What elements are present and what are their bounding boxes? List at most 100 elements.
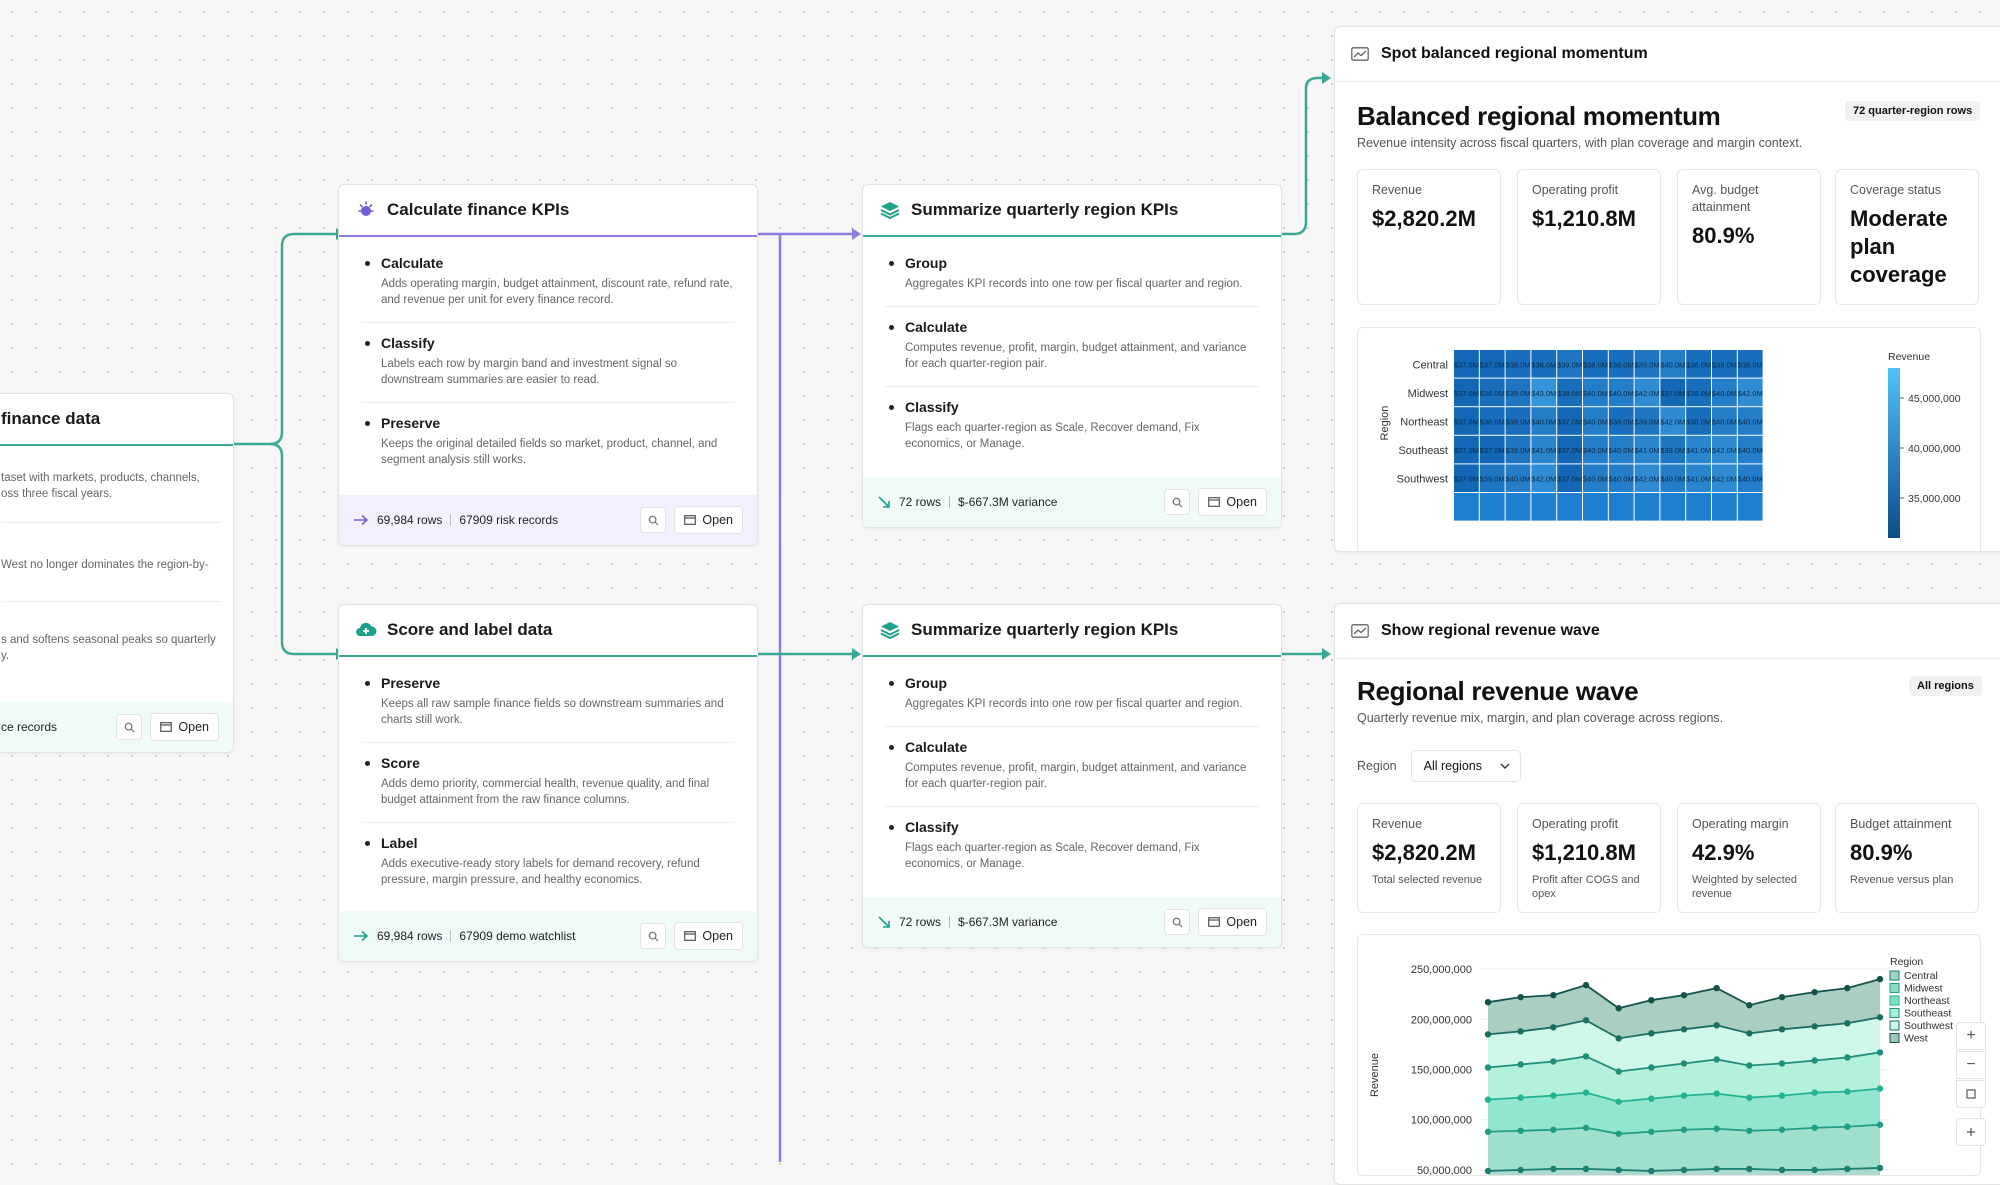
area-legend-label: Southeast: [1904, 1008, 1951, 1020]
heatmap-cell: [1634, 350, 1660, 378]
area-point: [1713, 984, 1720, 992]
heatmap-cell: [1712, 350, 1737, 378]
heatmap-cell-label: $37.0M: [1454, 389, 1479, 398]
visual-subtitle: Revenue intensity across fiscal quarters…: [1357, 136, 1803, 150]
area-point: [1811, 1124, 1818, 1131]
heatmap-cell: [1454, 464, 1479, 492]
heatmap-cell: [1454, 493, 1479, 521]
open-button[interactable]: Open: [674, 506, 743, 534]
area-point: [1876, 1164, 1884, 1172]
zoom-out-button[interactable]: −: [1956, 1051, 1986, 1079]
source-data-card[interactable]: finance data taset with markets, product…: [0, 393, 234, 753]
inspect-button[interactable]: [1164, 489, 1191, 515]
heatmap-cell: [1712, 464, 1737, 492]
heatmap-cell: [1557, 378, 1582, 407]
heatmap-cell-label: $40.0M: [1712, 389, 1737, 398]
score-label-card[interactable]: Score and label data Preserve Keeps all r…: [338, 604, 758, 962]
area-point: [1680, 991, 1688, 999]
heatmap-cell-label: $38.0M: [1505, 360, 1530, 369]
area-point: [1550, 1165, 1557, 1173]
step-item: Preserve Keeps all raw sample finance fie…: [361, 663, 735, 743]
heatmap-cell-label: $38.0M: [1738, 360, 1763, 369]
area-point: [1713, 1056, 1720, 1063]
heatmap-cell: [1557, 464, 1582, 492]
area-point: [1844, 1123, 1851, 1130]
inspect-button[interactable]: [116, 714, 143, 740]
area-point: [1876, 1085, 1884, 1092]
heatmap-cell-label: $40.0M: [1583, 418, 1608, 427]
area-point: [1484, 1031, 1492, 1038]
heatmap-cell-label: $40.0M: [1738, 418, 1763, 427]
region-select[interactable]: All regions: [1410, 750, 1521, 782]
area-point: [1582, 1124, 1590, 1131]
heatmap-cell-label: $40.0M: [1583, 389, 1608, 398]
heatmap-cell-label: $38.0M: [1505, 418, 1530, 427]
heatmap-row-label: Southwest: [1397, 474, 1448, 486]
area-point: [1648, 1128, 1655, 1135]
open-button[interactable]: Open: [1198, 488, 1267, 516]
variance: $-667.3M variance: [958, 495, 1058, 509]
layout-icon: [1967, 1128, 1975, 1136]
area-ytick: 250,000,000: [1411, 964, 1472, 976]
step-item: Classify Labels each row by margin band a…: [361, 323, 735, 403]
inspect-button[interactable]: [640, 923, 667, 949]
area-point: [1680, 1060, 1688, 1067]
heatmap-cell-label: $38.0M: [1712, 360, 1737, 369]
kpi-operating-profit: Operating profit $1,210.8M: [1517, 169, 1661, 305]
heatmap-cell-label: $37.0M: [1557, 475, 1582, 484]
cloud-plus-icon: [355, 619, 377, 641]
revenue-wave-card[interactable]: Show regional revenue wave Regional reve…: [1334, 603, 2000, 1185]
area-point: [1550, 991, 1557, 999]
heatmap-cell-label: $37.0M: [1480, 360, 1505, 369]
heatmap-cell: [1531, 493, 1557, 521]
inspect-button[interactable]: [640, 507, 667, 533]
heatmap-cell: [1454, 350, 1479, 378]
heatmap-cell: [1505, 407, 1531, 435]
area-point: [1778, 993, 1786, 1001]
area-point: [1582, 1089, 1590, 1096]
area-point: [1680, 1026, 1688, 1033]
heatmap-cell: [1660, 464, 1686, 492]
visual-subtitle: Quarterly revenue mix, margin, and plan …: [1357, 711, 1724, 725]
kpi-revenue: Revenue $2,820.2M Total selected revenue: [1357, 803, 1501, 913]
heatmap-row-label: Midwest: [1408, 388, 1448, 400]
kpi-operating-margin: Operating margin 42.9% Weighted by selecte…: [1677, 803, 1821, 913]
inspect-button[interactable]: [1164, 909, 1191, 935]
area-band: [1488, 1124, 1880, 1171]
heatmap-cell-label: $39.0M: [1480, 475, 1505, 484]
area-point: [1517, 1094, 1524, 1101]
momentum-visual-card[interactable]: Spot balanced regional momentum Balanced…: [1334, 26, 2000, 552]
area-point: [1811, 1057, 1818, 1064]
calculate-kpis-card[interactable]: Calculate finance KPIs Calculate Adds ope…: [338, 184, 758, 546]
sparkle-icon: [355, 199, 377, 221]
heatmap-cell: [1634, 435, 1660, 464]
area-point: [1550, 1126, 1557, 1133]
region-filter-label: Region: [1357, 759, 1397, 773]
trend-down-icon: [878, 496, 890, 508]
card-title: Summarize quarterly region KPIs: [911, 200, 1179, 219]
open-button[interactable]: Open: [150, 713, 219, 741]
heatmap-chart: Region Central $37.0M $37.0M $38.0M $38.0M $39…: [1357, 327, 1981, 551]
area-point: [1550, 1058, 1557, 1065]
window-icon: [684, 931, 697, 941]
card-title: Summarize quarterly region KPIs: [911, 620, 1179, 639]
heatmap-cell: [1583, 464, 1608, 492]
area-point: [1778, 1126, 1786, 1133]
layout-button[interactable]: [1956, 1118, 1986, 1146]
summarize-quarterly-card-2[interactable]: Summarize quarterly region KPIs Group Agg…: [862, 604, 1282, 948]
chart-icon: [1351, 47, 1369, 61]
area-point: [1648, 1095, 1655, 1102]
card-header: Summarize quarterly region KPIs: [863, 185, 1281, 235]
fit-view-button[interactable]: [1956, 1080, 1986, 1108]
summarize-quarterly-card-1[interactable]: Summarize quarterly region KPIs Group Agg…: [862, 184, 1282, 528]
heatmap-cell: [1505, 435, 1531, 464]
heatmap-cell: [1454, 435, 1479, 464]
card-header: finance data: [0, 394, 233, 444]
open-button[interactable]: Open: [1198, 908, 1267, 936]
heatmap-cell: [1505, 464, 1531, 492]
heatmap-cell-label: $42.0M: [1738, 389, 1763, 398]
open-button[interactable]: Open: [674, 922, 743, 950]
zoom-in-button[interactable]: +: [1956, 1022, 1986, 1050]
heatmap-cell: [1660, 493, 1686, 521]
